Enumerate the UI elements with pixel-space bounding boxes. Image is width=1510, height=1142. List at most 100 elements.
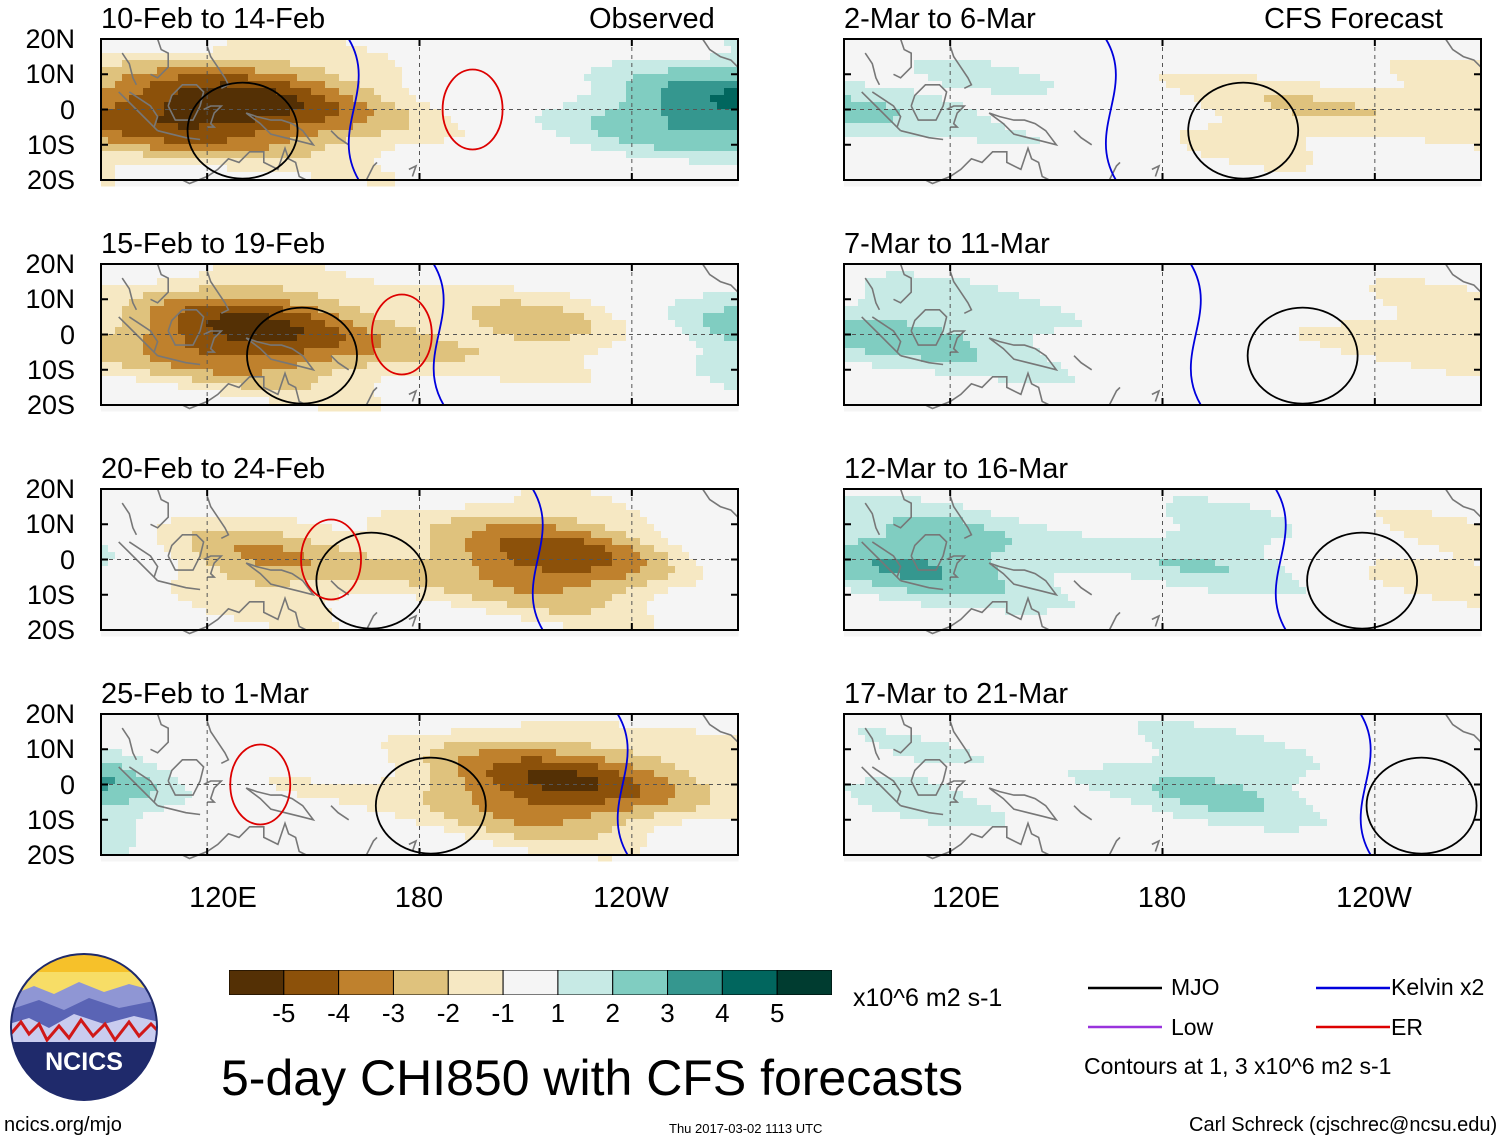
field-cell bbox=[584, 172, 592, 180]
field-cell bbox=[689, 130, 697, 138]
field-cell bbox=[542, 271, 550, 279]
field-cell bbox=[255, 116, 263, 124]
field-cell bbox=[619, 362, 627, 370]
field-cell bbox=[276, 313, 284, 321]
field-cell bbox=[199, 292, 207, 300]
field-cell bbox=[549, 109, 557, 117]
field-cell bbox=[129, 348, 137, 356]
field-cell bbox=[192, 341, 200, 349]
field-cell bbox=[402, 88, 410, 96]
field-cell bbox=[556, 369, 564, 377]
field-cell bbox=[472, 348, 480, 356]
field-cell bbox=[731, 390, 739, 398]
field-cell bbox=[290, 264, 298, 272]
field-cell bbox=[381, 355, 389, 363]
field-cell bbox=[479, 39, 487, 47]
field-cell bbox=[115, 341, 123, 349]
field-cell bbox=[136, 327, 144, 335]
field-cell bbox=[465, 383, 473, 391]
field-cell bbox=[360, 334, 368, 342]
field-cell bbox=[157, 144, 165, 152]
field-cell bbox=[199, 503, 207, 511]
field-cell bbox=[710, 489, 718, 497]
field-cell bbox=[661, 95, 669, 103]
field-cell bbox=[213, 362, 221, 370]
field-cell bbox=[402, 489, 410, 497]
field-cell bbox=[332, 60, 340, 68]
field-cell bbox=[570, 264, 578, 272]
field-cell bbox=[381, 362, 389, 370]
field-cell bbox=[101, 285, 109, 293]
field-cell bbox=[668, 306, 676, 314]
field-cell bbox=[682, 137, 690, 145]
field-cell bbox=[696, 172, 704, 180]
field-cell bbox=[430, 95, 438, 103]
field-cell bbox=[675, 46, 683, 54]
field-cell bbox=[577, 390, 585, 398]
field-cell bbox=[458, 362, 466, 370]
field-cell bbox=[360, 503, 368, 511]
field-cell bbox=[213, 109, 221, 117]
field-cell bbox=[129, 517, 137, 525]
field-cell bbox=[269, 503, 277, 511]
field-cell bbox=[556, 327, 564, 335]
field-cell bbox=[381, 46, 389, 54]
field-cell bbox=[255, 39, 263, 47]
field-cell bbox=[213, 510, 221, 518]
field-cell bbox=[640, 538, 648, 546]
field-cell bbox=[689, 67, 697, 75]
field-cell bbox=[507, 88, 515, 96]
field-cell bbox=[115, 538, 123, 546]
field-cell bbox=[178, 179, 186, 187]
field-cell bbox=[409, 158, 417, 166]
field-cell bbox=[332, 151, 340, 159]
field-cell bbox=[570, 552, 578, 560]
field-cell bbox=[248, 404, 256, 412]
field-cell bbox=[710, 53, 718, 61]
field-cell bbox=[724, 46, 732, 54]
field-cell bbox=[206, 306, 214, 314]
field-cell bbox=[129, 397, 137, 405]
field-cell bbox=[633, 383, 641, 391]
field-cell bbox=[325, 46, 333, 54]
field-cell bbox=[528, 53, 536, 61]
field-cell bbox=[283, 109, 291, 117]
field-cell bbox=[241, 95, 249, 103]
field-cell bbox=[612, 158, 620, 166]
field-cell bbox=[311, 376, 319, 384]
field-cell bbox=[129, 362, 137, 370]
field-cell bbox=[612, 264, 620, 272]
field-cell bbox=[122, 109, 130, 117]
field-cell bbox=[318, 545, 326, 553]
field-cell bbox=[703, 545, 711, 553]
field-cell bbox=[612, 404, 620, 412]
field-cell bbox=[325, 109, 333, 117]
field-cell bbox=[122, 278, 130, 286]
field-cell bbox=[444, 81, 452, 89]
field-cell bbox=[262, 552, 270, 560]
coastline bbox=[167, 84, 205, 121]
field-cell bbox=[703, 362, 711, 370]
field-cell bbox=[486, 369, 494, 377]
field-cell bbox=[668, 271, 676, 279]
field-cell bbox=[535, 109, 543, 117]
field-cell bbox=[493, 67, 501, 75]
field-cell bbox=[262, 165, 270, 173]
field-cell bbox=[619, 292, 627, 300]
field-cell bbox=[360, 179, 368, 187]
field-cell bbox=[346, 53, 354, 61]
field-cell bbox=[318, 376, 326, 384]
field-cell bbox=[325, 559, 333, 567]
field-cell bbox=[241, 369, 249, 377]
field-cell bbox=[696, 88, 704, 96]
field-cell bbox=[535, 383, 543, 391]
field-cell bbox=[311, 348, 319, 356]
field-cell bbox=[689, 172, 697, 180]
field-cell bbox=[199, 334, 207, 342]
field-cell bbox=[416, 348, 424, 356]
field-cell bbox=[430, 102, 438, 110]
field-cell bbox=[640, 299, 648, 307]
field-cell bbox=[381, 369, 389, 377]
field-cell bbox=[682, 264, 690, 272]
field-cell bbox=[381, 292, 389, 300]
